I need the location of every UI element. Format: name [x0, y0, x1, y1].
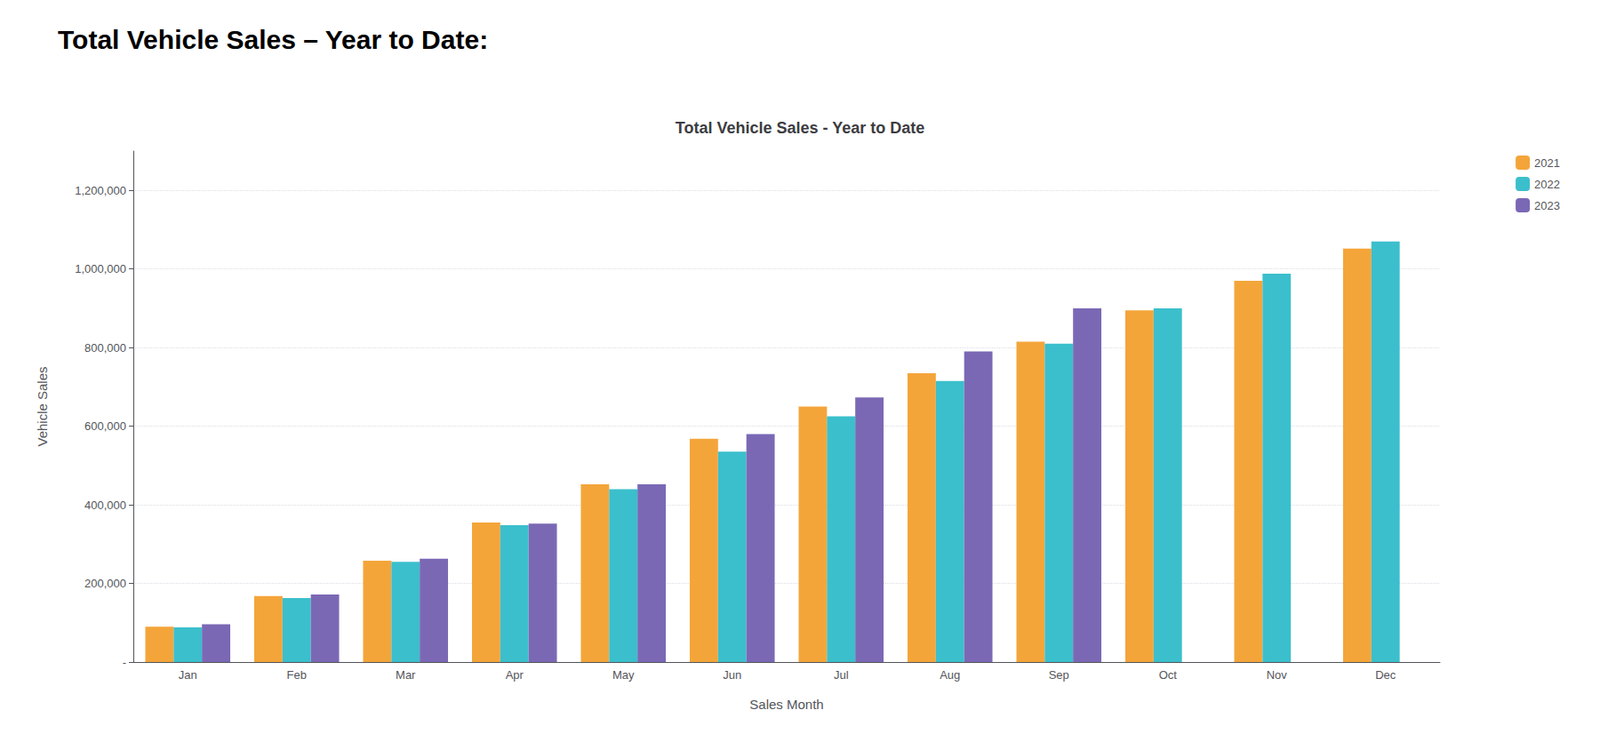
svg-text:1,000,000: 1,000,000	[74, 262, 127, 276]
svg-text:1,200,000: 1,200,000	[74, 184, 127, 198]
svg-text:200,000: 200,000	[84, 576, 127, 591]
svg-text:Total Vehicle Sales – Year to: Total Vehicle Sales – Year to Date:	[57, 24, 488, 55]
svg-text:Jun: Jun	[722, 668, 742, 682]
svg-text:2021: 2021	[1534, 156, 1560, 170]
svg-text:Mar: Mar	[395, 668, 416, 682]
svg-text:Sep: Sep	[1048, 668, 1070, 682]
svg-text:800,000: 800,000	[84, 341, 127, 355]
svg-text:Oct: Oct	[1159, 668, 1178, 682]
svg-text:Feb: Feb	[287, 668, 307, 682]
svg-text:Total Vehicle Sales - Year to: Total Vehicle Sales - Year to Date	[675, 119, 925, 137]
svg-text:2023: 2023	[1534, 199, 1560, 213]
svg-text:Nov: Nov	[1266, 668, 1288, 682]
svg-text:Jul: Jul	[833, 668, 849, 682]
svg-text:600,000: 600,000	[84, 419, 127, 433]
svg-text:Aug: Aug	[939, 668, 960, 682]
svg-text:Apr: Apr	[505, 668, 525, 682]
svg-text:May: May	[612, 668, 635, 682]
svg-text:400,000: 400,000	[84, 498, 127, 512]
svg-text:Dec: Dec	[1375, 668, 1397, 682]
svg-text:Vehicle Sales: Vehicle Sales	[34, 366, 50, 447]
svg-text:Jan: Jan	[178, 668, 198, 682]
svg-text:-: -	[122, 656, 127, 670]
svg-text:Sales Month: Sales Month	[749, 696, 824, 712]
svg-text:2022: 2022	[1534, 177, 1560, 192]
